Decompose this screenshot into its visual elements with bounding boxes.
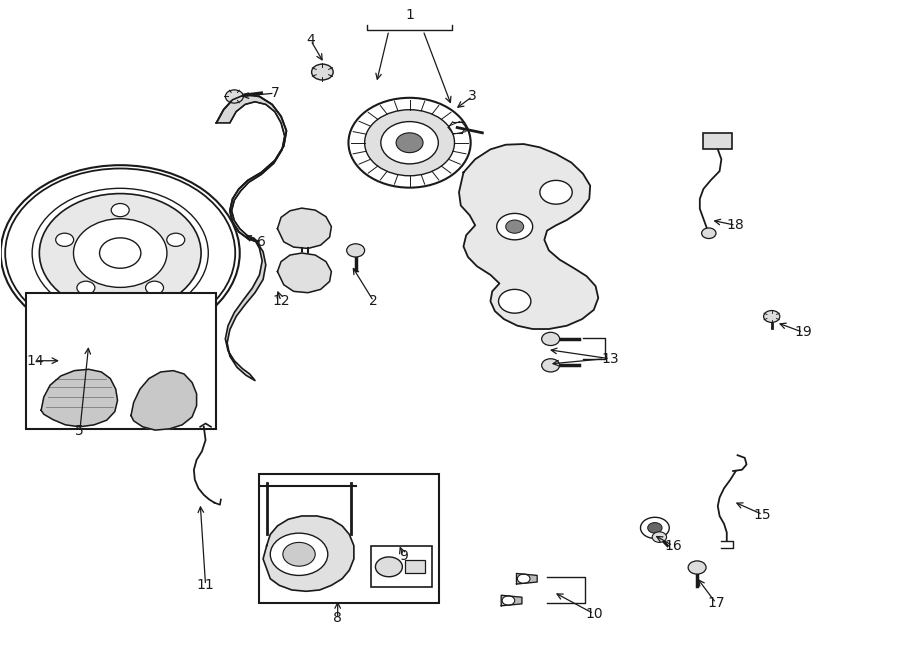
Text: 6: 6 [256,235,266,249]
Polygon shape [277,208,331,248]
Circle shape [76,281,94,295]
Circle shape [270,533,328,575]
Circle shape [648,522,662,533]
Circle shape [56,233,74,246]
Text: 15: 15 [754,508,771,522]
Text: 5: 5 [76,424,84,438]
Circle shape [348,98,471,187]
Circle shape [518,574,530,583]
Circle shape [542,359,560,372]
Circle shape [364,110,454,175]
Text: 3: 3 [468,89,477,103]
Circle shape [396,133,423,153]
Text: 9: 9 [399,549,408,563]
Circle shape [112,203,130,216]
Circle shape [499,289,531,313]
Polygon shape [277,253,331,293]
Text: 18: 18 [727,218,744,232]
Circle shape [497,213,533,240]
Polygon shape [459,144,598,329]
Circle shape [506,220,524,233]
Circle shape [311,64,333,80]
Text: 14: 14 [26,354,44,367]
Bar [371,546,432,587]
Circle shape [688,561,706,574]
Circle shape [502,596,515,605]
Circle shape [166,233,184,246]
Polygon shape [517,573,537,584]
Circle shape [652,532,667,542]
Circle shape [225,90,243,103]
Text: 2: 2 [369,295,378,308]
Text: 17: 17 [707,596,724,610]
Text: 12: 12 [272,295,290,308]
Bar [259,475,439,603]
Polygon shape [263,516,354,591]
Text: 19: 19 [795,325,812,340]
Circle shape [702,228,716,238]
Polygon shape [131,371,196,430]
Text: 7: 7 [270,86,279,100]
Circle shape [763,310,779,322]
Circle shape [346,244,364,257]
Polygon shape [225,238,266,381]
Circle shape [74,218,166,287]
Bar [704,133,733,150]
Circle shape [542,332,560,346]
Polygon shape [501,595,522,606]
Text: 16: 16 [664,539,681,553]
Bar [405,560,425,573]
Circle shape [146,281,164,295]
Text: 13: 13 [601,352,619,365]
Text: 8: 8 [333,612,342,626]
Circle shape [100,238,141,268]
Circle shape [375,557,402,577]
Circle shape [540,180,572,204]
Polygon shape [216,95,286,242]
Text: 10: 10 [585,607,603,621]
Circle shape [381,122,438,164]
Circle shape [283,542,315,566]
Circle shape [40,193,201,312]
Text: 11: 11 [197,579,214,592]
Circle shape [641,517,670,538]
Circle shape [1,166,239,341]
Text: 1: 1 [405,8,414,22]
Bar [26,293,216,429]
Polygon shape [41,369,118,427]
Text: 4: 4 [306,33,315,47]
